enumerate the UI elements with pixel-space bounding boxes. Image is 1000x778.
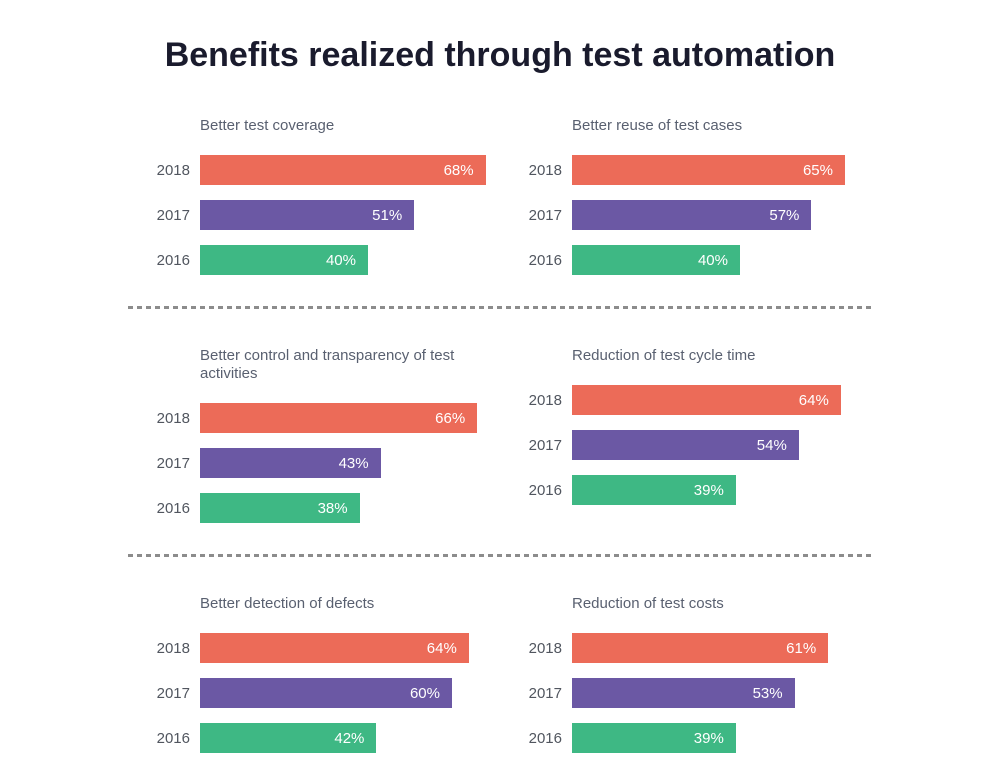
bar-row: 2017 57% — [500, 200, 872, 230]
chart-title: Better control and transparency of test … — [200, 347, 455, 382]
bar-row: 2018 64% — [500, 385, 872, 415]
bar-row: 2016 39% — [500, 475, 872, 505]
bar-value-label: 60% — [409, 684, 440, 702]
chart-panel-reduction-of-test-costs: Reduction of test costs 2018 61% 2017 53% 201… — [500, 595, 872, 768]
year-label: 2017 — [156, 206, 190, 224]
year-label: 2016 — [528, 481, 562, 499]
dashed-divider — [128, 554, 872, 557]
bar-2018: 61% — [572, 633, 829, 663]
year-label: 2018 — [156, 409, 190, 427]
bar-value-label: 61% — [786, 639, 817, 657]
chart-title: Reduction of test cycle time — [572, 347, 756, 364]
bar-value-label: 66% — [435, 409, 466, 427]
chart-title: Reduction of test costs — [572, 595, 724, 612]
year-label: 2016 — [528, 251, 562, 269]
bar-2018: 66% — [200, 403, 478, 433]
bar-value-label: 53% — [752, 684, 783, 702]
bar-value-label: 64% — [426, 639, 457, 657]
chart-panel-better-control-and-transparency: Better control and transparency of test … — [128, 347, 500, 538]
bar-value-label: 38% — [317, 499, 348, 517]
chart-title: Better detection of defects — [200, 595, 375, 612]
bar-value-label: 43% — [338, 454, 369, 472]
year-label: 2016 — [156, 729, 190, 747]
bar-2017: 53% — [572, 678, 795, 708]
year-label: 2017 — [528, 206, 562, 224]
year-label: 2016 — [528, 729, 562, 747]
bar-2017: 54% — [572, 430, 799, 460]
year-label: 2018 — [156, 639, 190, 657]
bar-value-label: 40% — [697, 251, 728, 269]
bar-value-label: 68% — [443, 161, 474, 179]
bar-value-label: 39% — [693, 481, 724, 499]
bar-2018: 64% — [200, 633, 469, 663]
bar-row: 2016 42% — [128, 723, 500, 753]
bar-value-label: 42% — [334, 729, 365, 747]
bar-2017: 43% — [200, 448, 381, 478]
chart-row-3: Better detection of defects 2018 64% 2017 60… — [128, 595, 872, 768]
chart-row-1: Better test coverage 2018 68% 2017 51% 2016 40… — [128, 117, 872, 290]
chart-title: Better reuse of test cases — [572, 117, 743, 134]
bar-value-label: 54% — [756, 436, 787, 454]
year-label: 2017 — [156, 684, 190, 702]
bar-2016: 38% — [200, 493, 360, 523]
chart-panel-better-detection-of-defects: Better detection of defects 2018 64% 2017 60… — [128, 595, 500, 768]
year-label: 2018 — [528, 161, 562, 179]
bar-2016: 40% — [200, 245, 368, 275]
chart-row-2: Better control and transparency of test … — [128, 347, 872, 538]
bar-2016: 42% — [200, 723, 377, 753]
bar-row: 2018 68% — [128, 155, 500, 185]
bar-2016: 39% — [572, 475, 736, 505]
bar-row: 2017 60% — [128, 678, 500, 708]
bar-row: 2018 64% — [128, 633, 500, 663]
bar-2016: 40% — [572, 245, 740, 275]
charts-grid: Better test coverage 2018 68% 2017 51% 2016 40… — [128, 117, 872, 768]
chart-panel-better-reuse-of-test-cases: Better reuse of test cases 2018 65% 2017 57%… — [500, 117, 872, 290]
bar-row: 2017 51% — [128, 200, 500, 230]
year-label: 2018 — [156, 161, 190, 179]
bar-value-label: 65% — [802, 161, 833, 179]
bar-2018: 64% — [572, 385, 841, 415]
bar-row: 2016 38% — [128, 493, 500, 523]
bar-row: 2016 40% — [128, 245, 500, 275]
chart-title: Better test coverage — [200, 117, 335, 134]
year-label: 2018 — [528, 639, 562, 657]
bar-2017: 51% — [200, 200, 415, 230]
dashed-divider — [128, 306, 872, 309]
year-label: 2018 — [528, 391, 562, 409]
bar-value-label: 64% — [798, 391, 829, 409]
bar-value-label: 39% — [693, 729, 724, 747]
bar-value-label: 51% — [372, 206, 403, 224]
bar-row: 2017 43% — [128, 448, 500, 478]
bar-2016: 39% — [572, 723, 736, 753]
bar-row: 2016 40% — [500, 245, 872, 275]
year-label: 2016 — [156, 251, 190, 269]
bar-value-label: 40% — [325, 251, 356, 269]
year-label: 2017 — [156, 454, 190, 472]
year-label: 2016 — [156, 499, 190, 517]
bar-row: 2018 66% — [128, 403, 500, 433]
bar-2017: 60% — [200, 678, 452, 708]
bar-row: 2016 39% — [500, 723, 872, 753]
bar-value-label: 57% — [769, 206, 800, 224]
chart-panel-better-test-coverage: Better test coverage 2018 68% 2017 51% 2016 40… — [128, 117, 500, 290]
page-title: Benefits realized through test automatio… — [164, 36, 836, 74]
year-label: 2017 — [528, 436, 562, 454]
chart-panel-reduction-of-test-cycle-time: Reduction of test cycle time 2018 64% 2017 5… — [500, 347, 872, 538]
bar-2018: 65% — [572, 155, 845, 185]
year-label: 2017 — [528, 684, 562, 702]
bar-2018: 68% — [200, 155, 486, 185]
bar-2017: 57% — [572, 200, 812, 230]
bar-row: 2018 61% — [500, 633, 872, 663]
bar-row: 2017 54% — [500, 430, 872, 460]
bar-row: 2017 53% — [500, 678, 872, 708]
bar-row: 2018 65% — [500, 155, 872, 185]
